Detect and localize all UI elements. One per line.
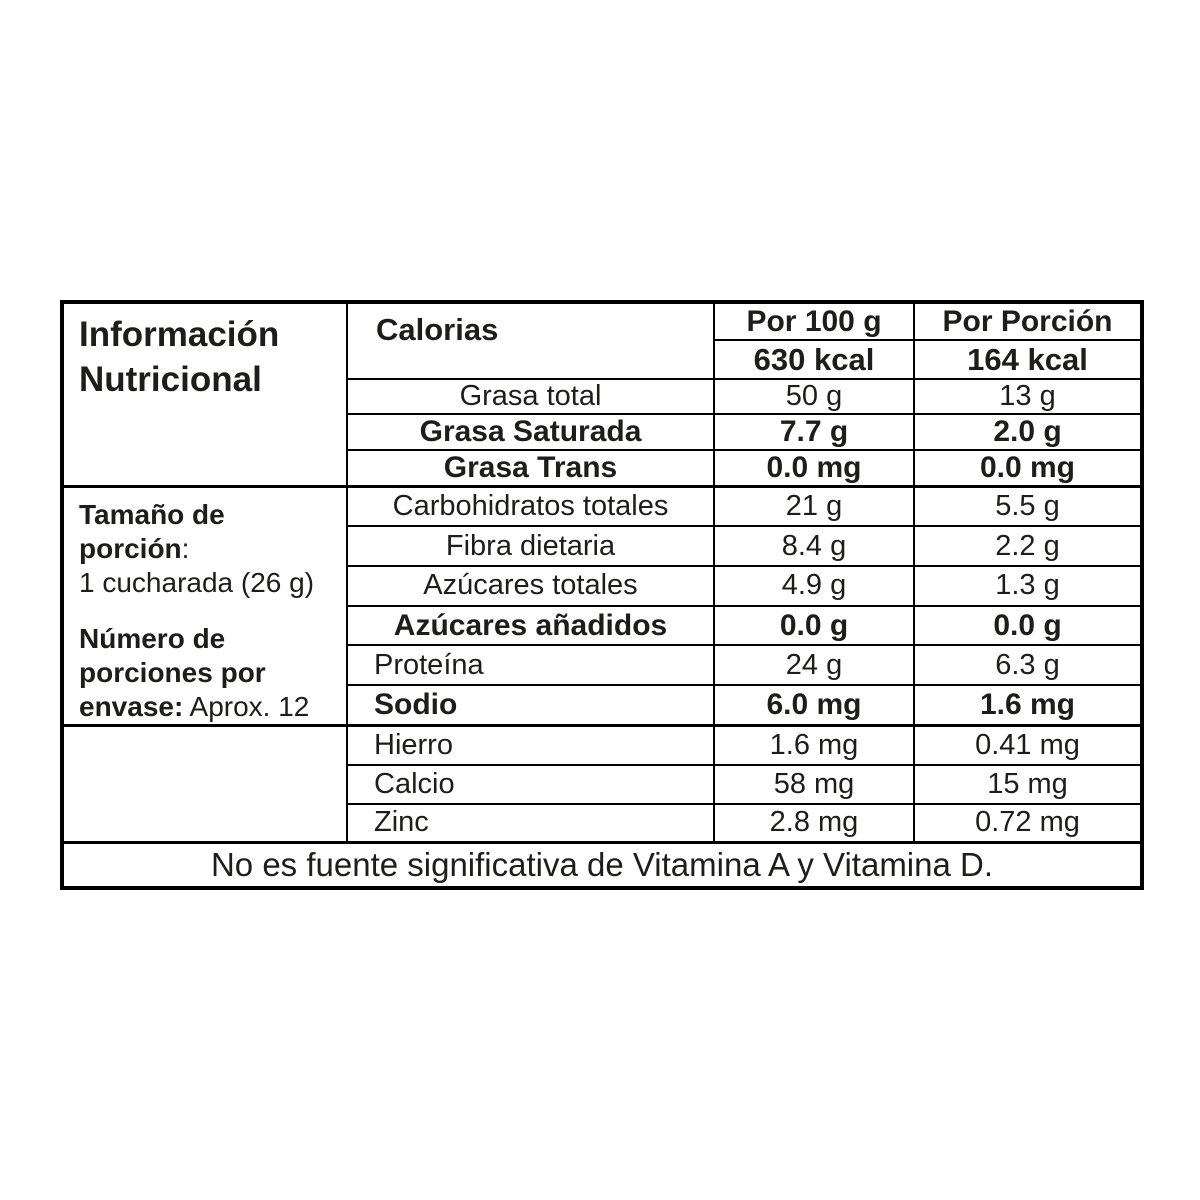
nutrient-name: Hierro xyxy=(346,724,715,766)
value-per-100g: 0.0 mg xyxy=(713,449,915,488)
nutrient-name: Grasa total xyxy=(346,378,715,415)
nutrient-name: Grasa Saturada xyxy=(346,413,715,451)
serving-size-value: 1 cucharada (26 g) xyxy=(79,567,315,598)
nutrient-name: Sodio xyxy=(346,684,715,727)
servings-per-container-label: Número de porciones por envase: xyxy=(79,623,266,722)
value-per-100g: 24 g xyxy=(713,644,915,687)
value-per-portion: 6.3 g xyxy=(913,644,1143,687)
value-per-100g: 8.4 g xyxy=(713,525,915,567)
row-carbohidratos-totales: Tamaño de porción: 1 cucharada (26 g) Nú… xyxy=(61,485,1143,727)
value-per-100g: 0.0 g xyxy=(713,604,915,647)
value-per-100g: 1.6 mg xyxy=(713,724,915,766)
value-per-100g: 6.0 mg xyxy=(713,684,915,727)
value-per-portion: 15 mg xyxy=(913,763,1143,805)
value-per-portion: 1.3 g xyxy=(913,564,1143,607)
value-per-portion: 0.0 g xyxy=(913,604,1143,647)
nutrition-facts-table: Información Nutricional Calorias Por 100… xyxy=(60,300,1144,890)
row-sodio: Sodio 6.0 mg 1.6 mg xyxy=(62,684,1143,727)
value-per-100g: 7.7 g xyxy=(713,413,915,451)
nutrient-name: Proteína xyxy=(346,644,715,687)
servings-per-container-value: Aprox. 12 xyxy=(183,691,310,722)
row-calcio: Calcio 58 mg 15 mg xyxy=(62,763,1143,805)
row-hierro: Hierro 1.6 mg 0.41 mg xyxy=(61,724,1143,844)
nutrient-name: Grasa Trans xyxy=(346,449,715,488)
row-azucares-totales: Azúcares totales 4.9 g 1.3 g xyxy=(62,564,1143,607)
row-grasa-trans: Grasa Trans 0.0 mg 0.0 mg xyxy=(62,449,1143,488)
value-per-100g: 4.9 g xyxy=(713,564,915,607)
label-title: Información Nutricional xyxy=(61,301,348,488)
value-per-portion: 0.0 mg xyxy=(913,449,1143,488)
calories-per-portion: 164 kcal xyxy=(913,339,1143,380)
row-proteina: Proteína 24 g 6.3 g xyxy=(62,644,1143,687)
value-per-100g: 21 g xyxy=(713,485,915,528)
value-per-portion: 0.72 mg xyxy=(913,802,1143,844)
column-header-per-portion: Por Porción xyxy=(913,301,1143,341)
value-per-100g: 58 mg xyxy=(713,763,915,805)
serving-info-cell: Tamaño de porción: 1 cucharada (26 g) Nú… xyxy=(61,485,348,727)
nutrient-name: Azúcares añadidos xyxy=(346,604,715,647)
calories-label: Calorias xyxy=(346,301,715,380)
serving-size-label: Tamaño de porción xyxy=(79,499,225,564)
row-fibra-dietaria: Fibra dietaria 8.4 g 2.2 g xyxy=(62,525,1143,567)
row-zinc: Zinc 2.8 mg 0.72 mg xyxy=(62,802,1143,844)
value-per-portion: 0.41 mg xyxy=(913,724,1143,766)
value-per-portion: 1.6 mg xyxy=(913,684,1143,727)
value-per-portion: 13 g xyxy=(913,378,1143,415)
row-azucares-anadidos: Azúcares añadidos 0.0 g 0.0 g xyxy=(62,604,1143,647)
vitamins-disclaimer: No es fuente significativa de Vitamina A… xyxy=(61,841,1143,889)
value-per-100g: 50 g xyxy=(713,378,915,415)
nutrient-name: Azúcares totales xyxy=(346,564,715,607)
serving-size-colon: : xyxy=(181,533,190,564)
value-per-100g: 2.8 mg xyxy=(713,802,915,844)
calories-per-100g: 630 kcal xyxy=(713,339,915,380)
column-header-per-100g: Por 100 g xyxy=(713,301,915,341)
minerals-side-cell xyxy=(61,724,348,844)
nutrient-name: Carbohidratos totales xyxy=(346,485,715,528)
row-grasa-total: Grasa total 50 g 13 g xyxy=(62,378,1143,415)
value-per-portion: 2.0 g xyxy=(913,413,1143,451)
value-per-portion: 5.5 g xyxy=(913,485,1143,528)
nutrient-name: Zinc xyxy=(346,802,715,844)
nutrient-name: Calcio xyxy=(346,763,715,805)
row-grasa-saturada: Grasa Saturada 7.7 g 2.0 g xyxy=(62,413,1143,451)
value-per-portion: 2.2 g xyxy=(913,525,1143,567)
nutrient-name: Fibra dietaria xyxy=(346,525,715,567)
